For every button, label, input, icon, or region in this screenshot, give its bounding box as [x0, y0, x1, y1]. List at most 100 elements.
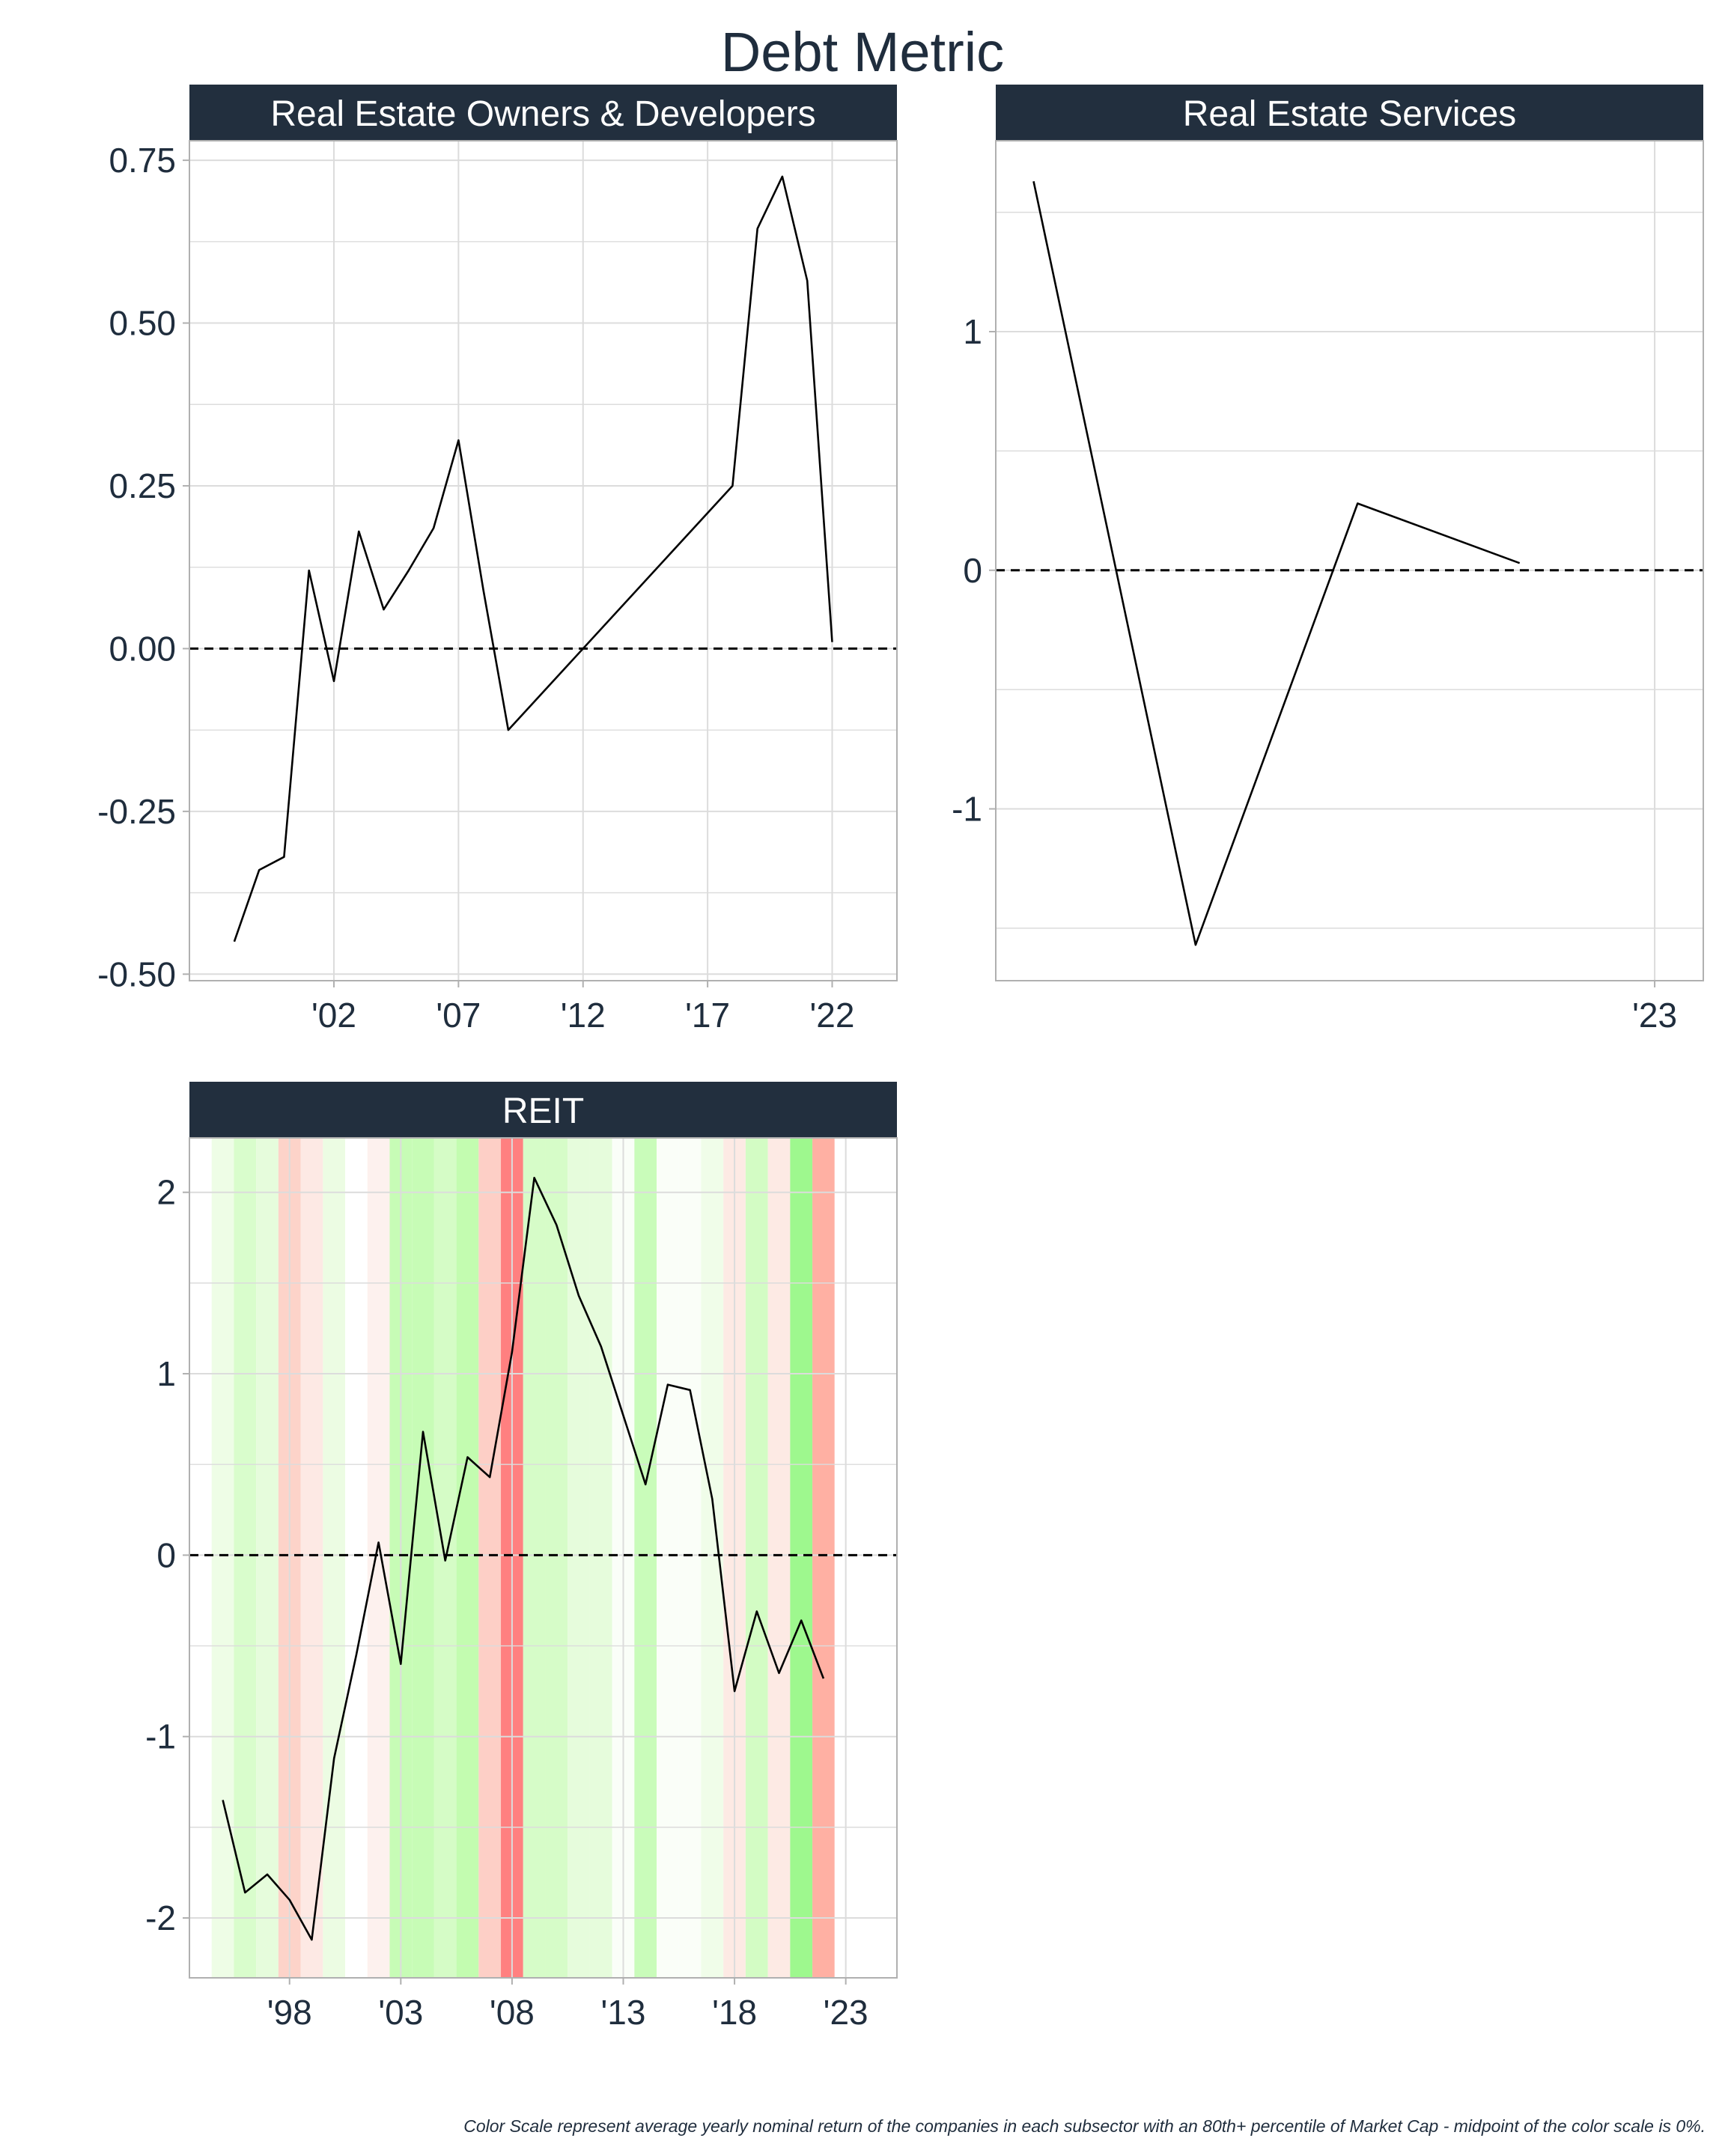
- data-point: [465, 1455, 469, 1460]
- x-tick-label: '02: [311, 996, 356, 1035]
- y-tick-label: 1: [156, 1354, 176, 1393]
- data-point: [1031, 179, 1035, 183]
- data-point: [666, 1383, 670, 1387]
- data-point: [332, 1756, 336, 1761]
- data-point: [232, 940, 237, 944]
- y-tick-label: -0.25: [97, 792, 176, 831]
- x-tick-label: '98: [267, 1993, 312, 2032]
- panel-frame: [189, 1137, 898, 1979]
- data-point: [307, 568, 311, 573]
- color-band: [300, 1138, 323, 1978]
- y-tick-label: 0: [156, 1535, 176, 1574]
- y-tick-label: -2: [145, 1898, 176, 1937]
- data-point: [710, 1496, 714, 1501]
- data-point: [443, 1559, 448, 1563]
- data-point: [243, 1890, 247, 1895]
- data-point: [599, 1345, 603, 1349]
- data-point: [830, 640, 834, 645]
- panel-real-estate-owners-developers: Real Estate Owners & Developers -0.50 -0.…: [97, 85, 898, 1035]
- data-point: [377, 1540, 381, 1544]
- data-point: [1193, 943, 1198, 947]
- data-point: [1518, 561, 1522, 565]
- color-band: [367, 1138, 390, 1978]
- color-band: [234, 1138, 257, 1978]
- data-point: [257, 868, 261, 872]
- series-line: [1032, 180, 1521, 946]
- panel-title: REIT: [502, 1091, 584, 1131]
- y-tick-label: 0.25: [109, 466, 176, 505]
- data-point: [506, 728, 511, 732]
- x-tick-label: '07: [436, 996, 481, 1035]
- y-tick-label: -1: [952, 790, 982, 829]
- y-tick-label: -0.50: [97, 954, 176, 993]
- y-tick-label: 1: [963, 312, 982, 351]
- data-point: [688, 1388, 693, 1392]
- panel-title: Real Estate Services: [1183, 94, 1517, 134]
- color-band: [790, 1138, 813, 1978]
- data-point: [407, 568, 411, 573]
- color-band: [456, 1138, 479, 1978]
- series-line: [233, 175, 833, 943]
- data-point: [799, 1618, 803, 1623]
- color-band: [568, 1138, 590, 1978]
- panel-strip: [189, 85, 897, 141]
- data-point: [821, 1676, 826, 1681]
- data-point: [356, 529, 361, 534]
- panel-reit: REIT -2 -1 0 1 2 '98 '03 '08 '13 '18 '23: [145, 1082, 898, 2032]
- color-band: [701, 1138, 724, 1978]
- data-point: [282, 855, 286, 859]
- data-point: [481, 588, 486, 592]
- color-band: [256, 1138, 279, 1978]
- data-point: [309, 1937, 314, 1942]
- color-band: [323, 1138, 346, 1978]
- data-point: [510, 1350, 514, 1354]
- color-band: [211, 1138, 234, 1978]
- color-band: [812, 1138, 835, 1978]
- data-point: [780, 174, 785, 179]
- color-band: [545, 1138, 568, 1978]
- color-band: [678, 1138, 702, 1978]
- x-tick-label: '03: [378, 1993, 423, 2032]
- x-tick-label: '18: [712, 1993, 757, 2032]
- color-band: [634, 1138, 657, 1978]
- data-point: [730, 484, 734, 488]
- data-point: [777, 1671, 782, 1675]
- data-point: [732, 1689, 737, 1693]
- x-tick-label: '22: [810, 996, 855, 1035]
- data-point: [487, 1475, 492, 1479]
- panel-real-estate-services: Real Estate Services -1 0 1 '23: [952, 85, 1704, 1035]
- data-point: [382, 607, 386, 612]
- data-point: [532, 1175, 537, 1180]
- y-tick-label: 0.50: [109, 304, 176, 343]
- data-point: [621, 1413, 625, 1418]
- x-tick-label: '12: [561, 996, 606, 1035]
- panel-frame: [189, 140, 898, 981]
- y-tick-label: 0: [963, 551, 982, 590]
- x-tick-label: '17: [685, 996, 730, 1035]
- data-point: [332, 679, 336, 683]
- data-point: [431, 526, 436, 531]
- data-point: [265, 1872, 270, 1877]
- color-band: [657, 1138, 679, 1978]
- data-point: [456, 438, 460, 442]
- y-tick-label: 0.00: [109, 629, 176, 668]
- y-tick-label: 0.75: [109, 141, 176, 180]
- data-point: [288, 1898, 292, 1902]
- data-point: [643, 1482, 648, 1487]
- data-point: [554, 1222, 559, 1227]
- color-band: [345, 1138, 368, 1978]
- panel-title: Real Estate Owners & Developers: [270, 94, 815, 134]
- x-tick-label: '23: [824, 1993, 868, 2032]
- data-point: [221, 1798, 225, 1803]
- color-band: [523, 1138, 546, 1978]
- data-point: [755, 226, 760, 231]
- panel-frame: [995, 140, 1704, 981]
- y-tick-label: 2: [156, 1173, 176, 1212]
- data-point: [576, 1294, 581, 1298]
- data-point: [398, 1662, 403, 1666]
- color-band: [589, 1138, 612, 1978]
- color-band: [745, 1138, 768, 1978]
- color-band: [767, 1138, 791, 1978]
- panel-strip: [189, 1082, 897, 1138]
